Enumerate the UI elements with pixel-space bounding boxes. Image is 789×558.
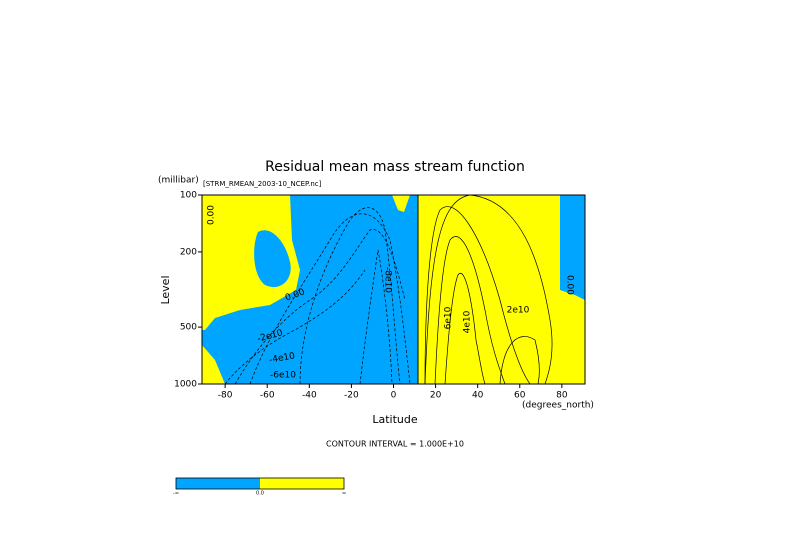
- colorbar-frame: [175, 477, 345, 490]
- y-tick-label: 200: [180, 247, 197, 257]
- x-tick-label: 0: [391, 391, 397, 401]
- contour-interval: CONTOUR INTERVAL = 1.000E+10: [326, 440, 464, 449]
- contour-label: 4e10: [463, 310, 473, 333]
- colorbar-label: 0.0: [256, 491, 264, 497]
- x-tick-label: 20: [430, 391, 442, 401]
- chart-title: Residual mean mass stream function: [265, 159, 525, 175]
- x-unit: (degrees_north): [522, 401, 594, 411]
- contour-line: [299, 207, 401, 385]
- plot-area: [202, 194, 585, 385]
- colorbar-label: -∞: [173, 491, 179, 497]
- colorbar-label: ∞: [342, 491, 346, 497]
- contour-label: -4e10: [268, 351, 296, 365]
- x-tick-label: -20: [344, 391, 359, 401]
- contour-line: [359, 249, 393, 385]
- y-axis-label: Level: [159, 275, 172, 304]
- contour-label: 0.00: [207, 205, 217, 225]
- contour-line: [224, 269, 366, 385]
- contour-line: [499, 336, 540, 385]
- contour-line: [424, 194, 553, 385]
- contour-label: 0.00: [565, 275, 575, 295]
- x-tick-label: 60: [514, 391, 526, 401]
- colorbar-negative: [176, 478, 260, 489]
- y-unit: (millibar): [158, 176, 199, 186]
- x-tick-label: 80: [556, 391, 568, 401]
- y-tick-label: 100: [180, 191, 197, 201]
- positive-region: [202, 345, 225, 384]
- contour-label: 2e10: [507, 306, 530, 316]
- x-tick-label: -40: [302, 391, 317, 401]
- x-tick-label: 40: [472, 391, 484, 401]
- contour-line: [434, 236, 506, 385]
- positive-region: [202, 195, 300, 330]
- contour-label: 6e10: [444, 306, 454, 329]
- contour-label: -6e10: [270, 371, 296, 381]
- contour-line: [444, 272, 486, 385]
- positive-region: [418, 195, 585, 384]
- x-tick-label: -60: [260, 391, 275, 401]
- source: [STRM_RMEAN_2003-10_NCEP.nc]: [203, 180, 322, 188]
- x-axis-label: Latitude: [372, 413, 418, 426]
- contour-line: [249, 213, 411, 385]
- negative-region: [254, 230, 291, 288]
- positive-region: [392, 195, 410, 212]
- y-tick-label: 500: [180, 323, 197, 333]
- x-tick-label: -80: [218, 391, 233, 401]
- contour-label: -8e10: [383, 267, 393, 293]
- colorbar-positive: [260, 478, 344, 489]
- y-tick-label: 1000: [174, 380, 197, 390]
